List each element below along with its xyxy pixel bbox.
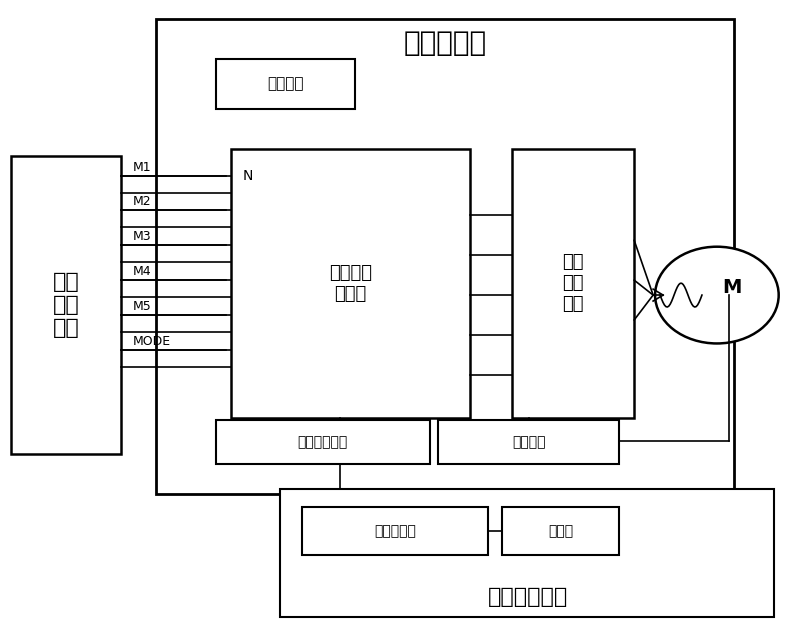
Text: 空调
控制
系统: 空调 控制 系统 — [53, 272, 79, 338]
Text: 外界通讯设备: 外界通讯设备 — [487, 587, 568, 607]
Text: 检测电路: 检测电路 — [512, 435, 546, 449]
Bar — [502, 507, 619, 555]
Bar — [281, 489, 774, 616]
Text: M: M — [722, 278, 742, 297]
Bar — [156, 19, 734, 494]
Bar — [230, 149, 470, 418]
Bar — [11, 155, 121, 455]
Bar — [302, 507, 488, 555]
Circle shape — [655, 246, 778, 344]
Text: M3: M3 — [133, 230, 151, 243]
Bar — [512, 149, 634, 418]
Text: 编程器: 编程器 — [548, 524, 573, 538]
Text: 通讯接口电路: 通讯接口电路 — [298, 435, 348, 449]
Text: 电源模块: 电源模块 — [267, 76, 304, 92]
Bar — [216, 59, 355, 109]
Bar — [438, 419, 619, 465]
Text: 功率
驱动
模块: 功率 驱动 模块 — [562, 253, 584, 313]
Text: M1: M1 — [133, 161, 151, 174]
Text: 电机控制器: 电机控制器 — [403, 29, 486, 57]
Text: MODE: MODE — [133, 335, 171, 348]
Text: N: N — [242, 169, 253, 182]
Text: 中央控制
处理器: 中央控制 处理器 — [329, 264, 372, 303]
Text: M5: M5 — [133, 300, 152, 313]
Text: M2: M2 — [133, 196, 151, 208]
Text: M4: M4 — [133, 265, 151, 278]
Text: 信号转换器: 信号转换器 — [374, 524, 416, 538]
Bar — [216, 419, 430, 465]
